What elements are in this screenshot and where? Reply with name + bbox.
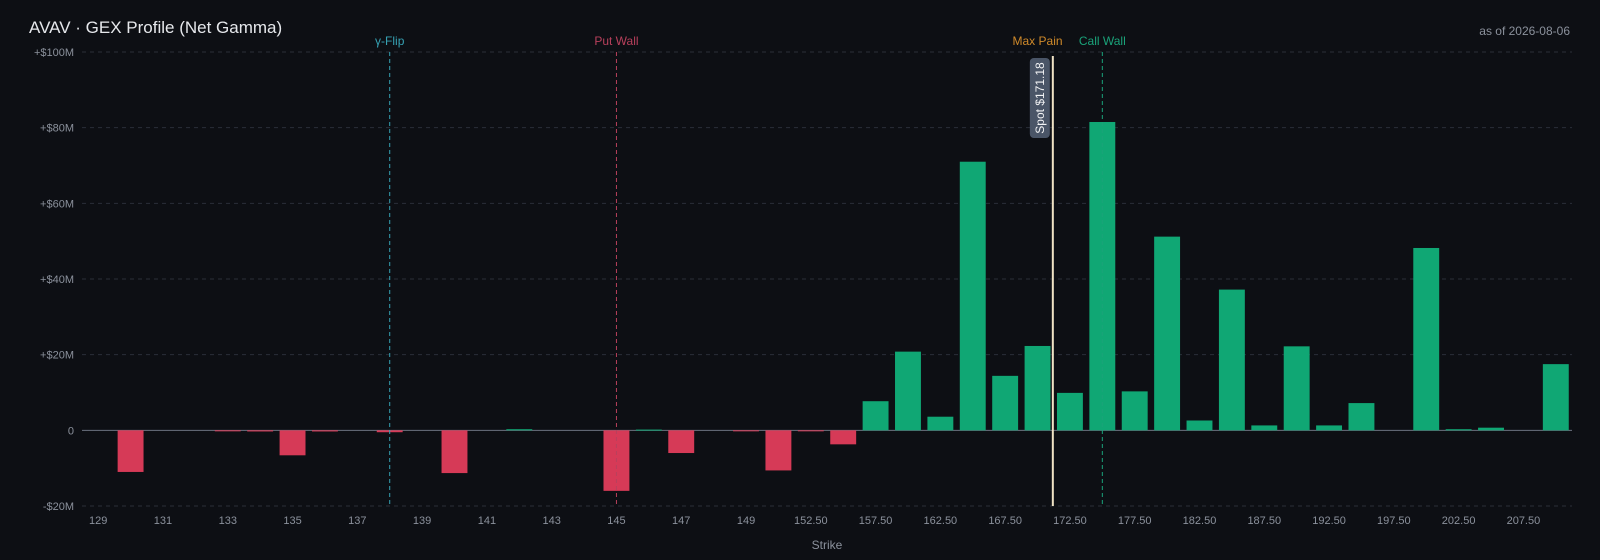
bar-strike-210 <box>1542 364 1569 431</box>
bar-strike-150 <box>765 430 792 471</box>
y-axis: +$100M +$80M +$60M +$40M +$20M 0 -$20M <box>34 47 74 513</box>
bar-strike-134 <box>247 430 274 432</box>
x-tick-label: 149 <box>737 515 755 527</box>
spot-badge-bg <box>1029 58 1050 138</box>
bar-strike-200 <box>1413 247 1440 431</box>
x-tick-label: 141 <box>478 515 496 527</box>
x-tick-label: 177.50 <box>1118 515 1152 527</box>
bar-strike-140 <box>441 430 468 474</box>
x-tick-label: 143 <box>542 515 560 527</box>
x-tick-label: 137 <box>348 515 366 527</box>
x-tick-label: 182.50 <box>1183 515 1217 527</box>
bar-strike-135 <box>279 430 306 456</box>
spot-label: Spot $171.18 <box>1033 62 1047 134</box>
bar-strike-202_5 <box>1445 429 1472 431</box>
bar-strike-165 <box>959 161 986 431</box>
x-axis: 129 131 133 135 137 139 141 143 145 147 149 152.50 1… <box>89 515 1540 527</box>
max-pain-label: Max Pain <box>1013 34 1063 48</box>
as-of-date: as of 2026-08-06 <box>1479 24 1570 38</box>
bar-strike-180 <box>1154 236 1181 431</box>
bar-strike-170 <box>1024 345 1051 431</box>
x-tick-label: 162.50 <box>924 515 958 527</box>
bar-strike-157_5 <box>862 401 889 431</box>
bar-strike-147 <box>668 430 695 454</box>
y-tick-label: +$80M <box>40 123 74 135</box>
bar-strike-192_5 <box>1316 425 1343 431</box>
level-markers: γ-Flip Put Wall Max Pain Call Wall Spot $171… <box>375 34 1126 506</box>
x-tick-label: 131 <box>154 515 172 527</box>
bar-strike-167_5 <box>992 375 1019 431</box>
bar-strike-205 <box>1478 427 1504 431</box>
x-tick-label: 152.50 <box>794 515 828 527</box>
bar-strike-172_5 <box>1056 392 1083 431</box>
bar-strike-130 <box>117 430 144 472</box>
y-tick-label: +$40M <box>40 274 74 286</box>
bar-strike-146 <box>635 429 662 431</box>
x-tick-label: 147 <box>672 515 690 527</box>
x-tick-label: 187.50 <box>1247 515 1281 527</box>
bar-strike-136 <box>311 430 338 432</box>
x-tick-label: 129 <box>89 515 107 527</box>
x-tick-label: 192.50 <box>1312 515 1346 527</box>
bar-strike-133 <box>214 430 241 432</box>
bars <box>117 121 1569 491</box>
spot-badge: Spot $171.18 <box>1029 58 1050 138</box>
bar-strike-149 <box>733 430 759 432</box>
y-tick-label: -$20M <box>43 501 74 513</box>
bar-strike-142 <box>506 429 533 431</box>
y-tick-label: +$20M <box>40 350 74 362</box>
bar-strike-187_5 <box>1251 425 1278 431</box>
x-tick-label: 172.50 <box>1053 515 1087 527</box>
y-tick-label: 0 <box>68 425 74 437</box>
x-tick-label: 197.50 <box>1377 515 1411 527</box>
x-tick-label: 202.50 <box>1442 515 1476 527</box>
x-tick-label: 207.50 <box>1507 515 1541 527</box>
x-tick-label: 133 <box>219 515 237 527</box>
call-wall-label: Call Wall <box>1079 34 1126 48</box>
gamma-flip-label: γ-Flip <box>375 34 405 48</box>
bar-strike-155 <box>830 430 857 445</box>
x-tick-label: 157.50 <box>859 515 893 527</box>
bar-strike-177_5 <box>1121 391 1148 431</box>
x-tick-label: 167.50 <box>988 515 1022 527</box>
x-tick-label: 139 <box>413 515 431 527</box>
x-tick-label: 135 <box>283 515 301 527</box>
y-tick-label: +$60M <box>40 198 74 210</box>
bar-strike-190 <box>1283 346 1310 431</box>
bar-strike-162_5 <box>927 416 954 431</box>
y-tick-label: +$100M <box>34 47 74 59</box>
x-tick-label: 145 <box>607 515 625 527</box>
chart-title: AVAV · GEX Profile (Net Gamma) <box>29 18 283 37</box>
bar-strike-152_5 <box>797 430 824 432</box>
put-wall-label: Put Wall <box>594 34 638 48</box>
x-axis-title: Strike <box>812 538 843 552</box>
bar-strike-195 <box>1348 403 1375 431</box>
bar-strike-185 <box>1218 289 1245 431</box>
bar-strike-182_5 <box>1186 420 1213 431</box>
bar-strike-160 <box>895 351 921 431</box>
